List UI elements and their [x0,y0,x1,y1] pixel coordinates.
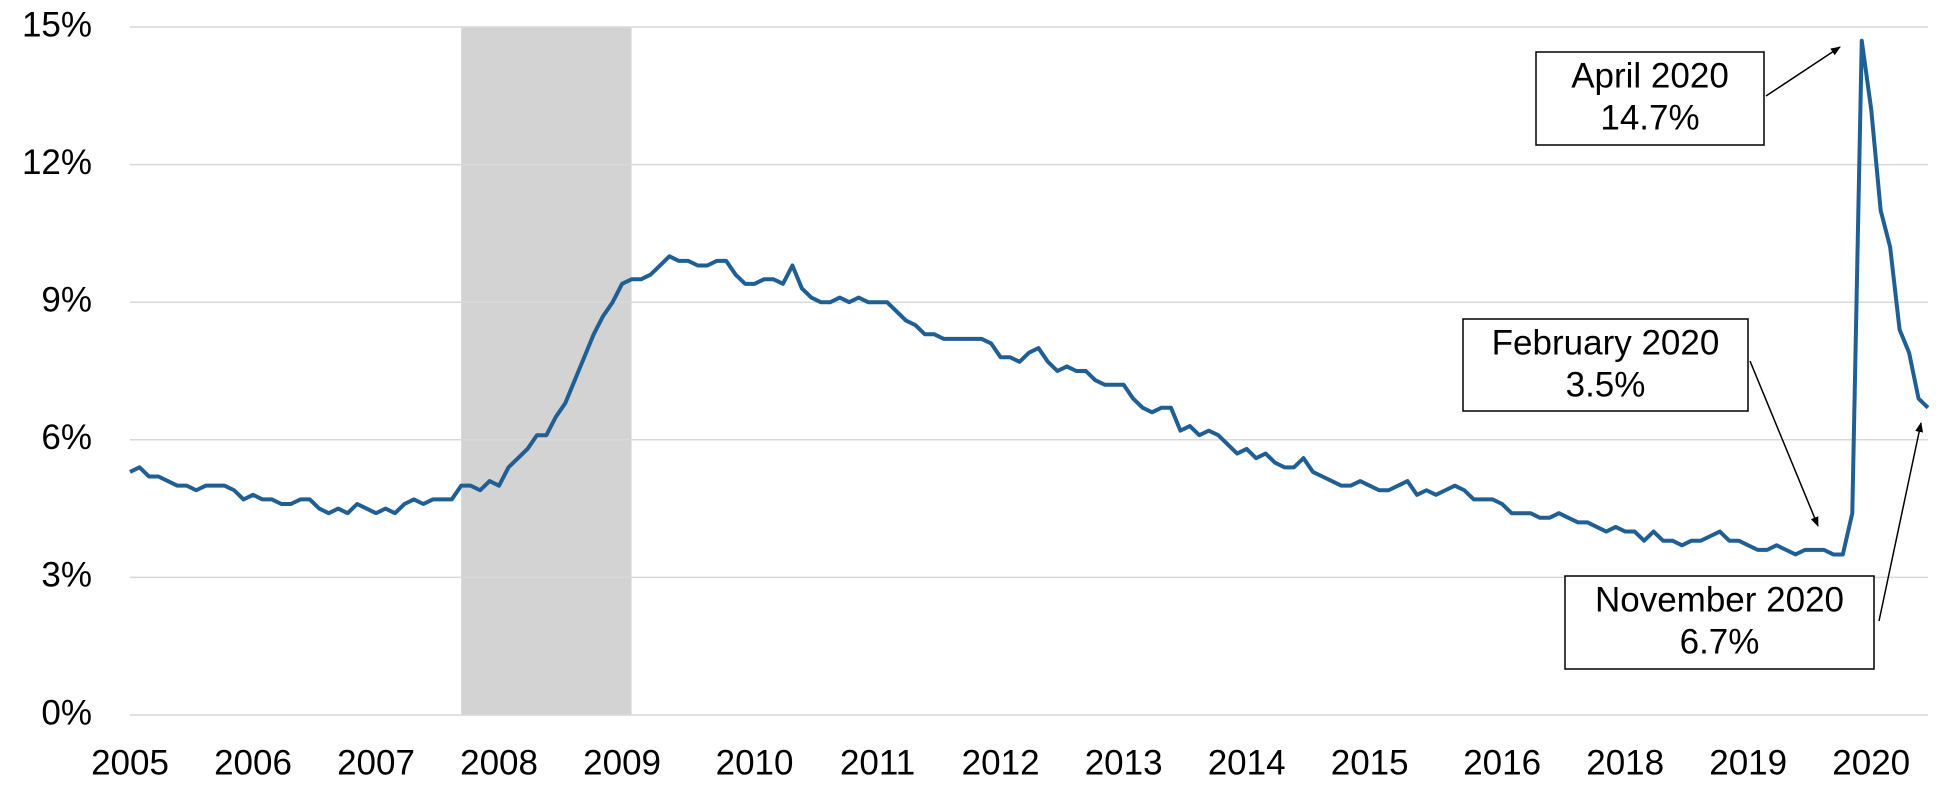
annotation-value: 6.7% [1680,622,1760,661]
x-tick-label: 2015 [1331,743,1409,782]
annotation-arrow [1878,422,1924,622]
y-tick-label: 12% [22,143,92,182]
annotation-value: 3.5% [1566,365,1646,404]
x-tick-label: 2009 [583,743,661,782]
y-tick-label: 6% [41,418,92,457]
y-tick-label: 15% [22,5,92,44]
x-tick-label: 2016 [1463,743,1541,782]
x-tick-label: 2012 [962,743,1040,782]
x-tick-label: 2005 [91,743,169,782]
x-tick-label: 2013 [1085,743,1163,782]
x-tick-label: 2011 [840,743,915,782]
annotation-arrow [1749,360,1819,527]
recession-shade [461,27,632,715]
annotation-box [1462,318,1749,412]
y-tick-label: 3% [41,556,92,595]
line [129,38,1930,557]
y-tick-label: 0% [41,693,92,732]
x-tick-label: 2019 [1709,743,1787,782]
x-tick-label: 2018 [1586,743,1664,782]
annotation-title: February 2020 [1492,323,1720,362]
annotation-title: April 2020 [1571,56,1729,95]
x-tick-label: 2007 [337,743,415,782]
annotation-arrow [1765,46,1841,97]
x-tick-label: 2014 [1208,743,1286,782]
x-tick-label: 2020 [1832,743,1910,782]
annotation-box [1535,51,1765,146]
annotation-title: November 2020 [1595,580,1844,619]
annotation-value: 14.7% [1600,98,1699,137]
y-tick-label: 9% [41,280,92,319]
x-tick-label: 2006 [214,743,292,782]
annotation-box [1564,575,1875,670]
x-tick-label: 2010 [716,743,794,782]
x-tick-label: 2008 [460,743,538,782]
